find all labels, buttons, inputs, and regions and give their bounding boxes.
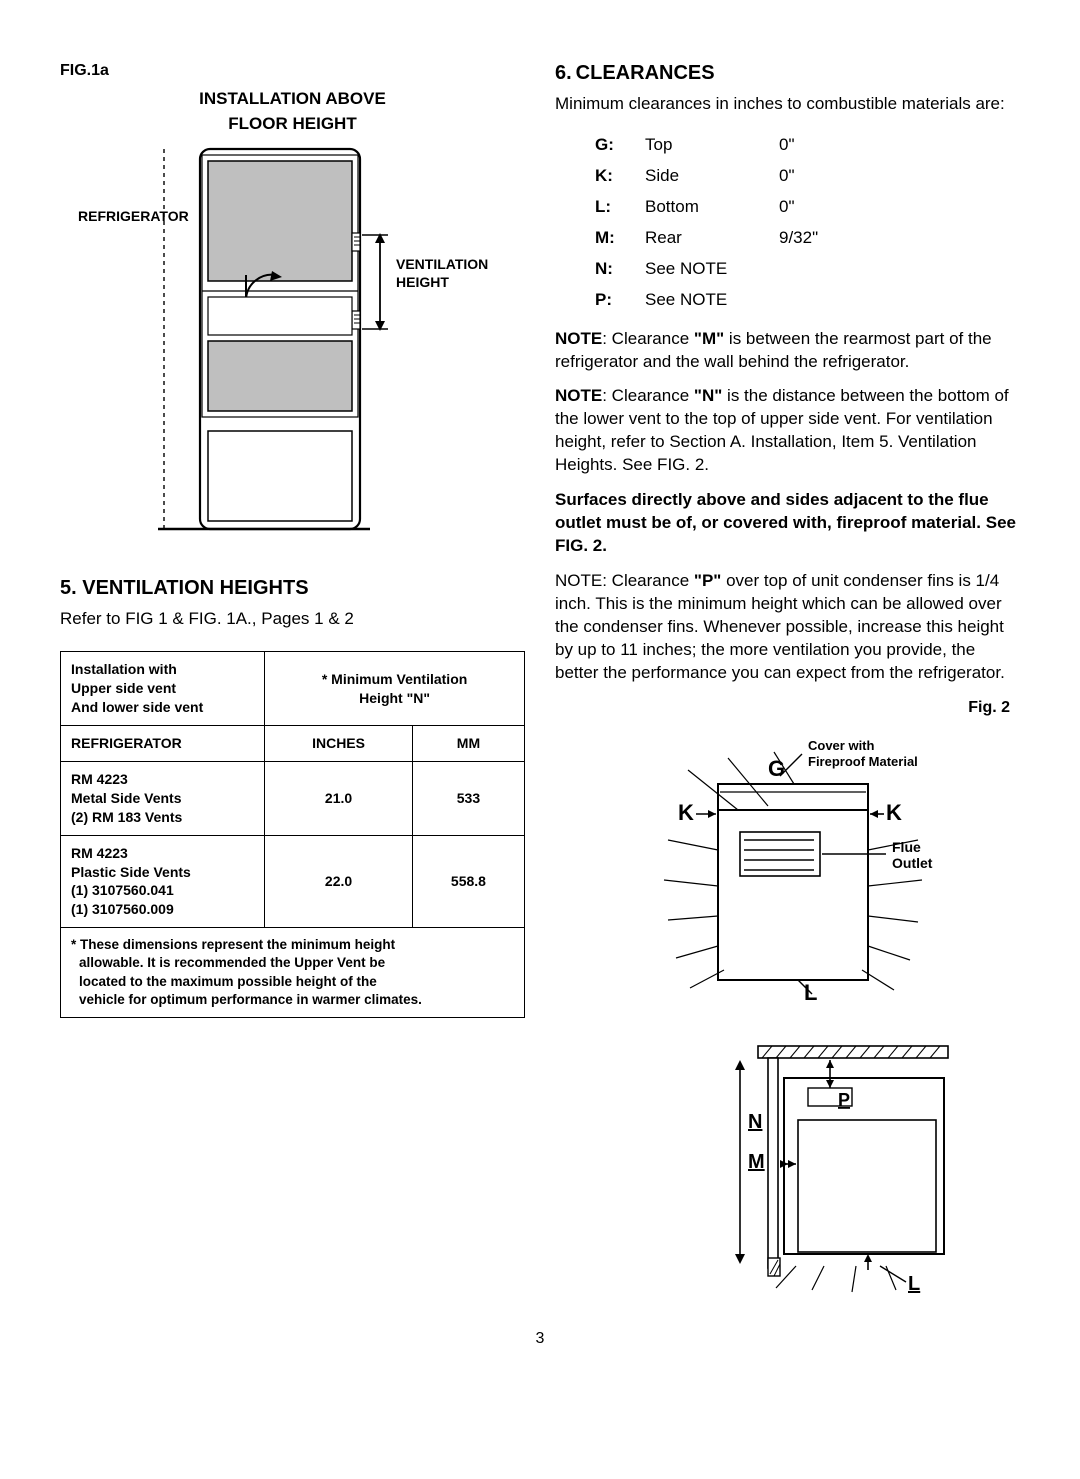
fig3-n: N [748,1111,762,1133]
fig2-k-left: K [678,800,694,825]
fig1a-ventilation-1: VENTILATION [396,256,488,272]
fig3-diagram: P N M [555,1038,1020,1298]
section5-sub: Refer to FIG 1 & FIG. 1A., Pages 1 & 2 [60,608,525,631]
table-footnote: * These dimensions represent the minimum… [61,928,525,1018]
clearances-table: G:Top0" K:Side0" L:Bottom0" M:Rear9/32" … [595,130,1020,316]
fig2-diagram: G Cover with Fireproof Material K K Flue… [555,740,1020,1010]
section6-intro: Minimum clearances in inches to combusti… [555,93,1020,116]
vh-col1: REFRIGERATOR [61,726,265,762]
section6-heading: 6. CLEARANCES [555,60,1020,87]
page-number: 3 [60,1328,1020,1350]
left-column: FIG.1a INSTALLATION ABOVE FLOOR HEIGHT [60,60,525,1298]
note-n: NOTE: Clearance "N" is the distance betw… [555,385,1020,477]
fig1a-svg: REFRIGERATOR VENTILATION HEIGHT [70,141,490,541]
note-p: NOTE: Clearance "P" over top of unit con… [555,570,1020,685]
fig2-label: Fig. 2 [968,697,1010,719]
fig1a-label: FIG.1a [60,60,525,82]
fig2-g: G [768,756,785,781]
ventilation-table: Installation with Upper side vent And lo… [60,651,525,1018]
fig2-cover-1: Cover with [808,740,875,753]
fig1a-ventilation-2: HEIGHT [396,274,449,290]
fig3-m: M [748,1151,765,1173]
vh-header-right: * Minimum Ventilation Height "N" [265,652,525,726]
fig1a-refrigerator-text: REFRIGERATOR [78,208,189,224]
fig2-k-right: K [886,800,902,825]
fig1a-title-1: INSTALLATION ABOVE [70,88,515,111]
fig1a-title-2: FLOOR HEIGHT [70,113,515,136]
section5-heading: 5. VENTILATION HEIGHTS [60,575,525,602]
fig3-l: L [908,1273,920,1295]
fig2-flue-2: Outlet [892,855,933,871]
fig2-flue-1: Flue [892,839,921,855]
table-row: RM 4223 Plastic Side Vents (1) 3107560.0… [61,835,525,928]
vh-col3: MM [412,726,524,762]
table-row: RM 4223 Metal Side Vents (2) RM 183 Vent… [61,761,525,835]
vh-header-left: Installation with Upper side vent And lo… [61,652,265,726]
fig1a-diagram: INSTALLATION ABOVE FLOOR HEIGHT [70,88,515,542]
note-m: NOTE: Clearance "M" is between the rearm… [555,328,1020,374]
right-column: 6. CLEARANCES Minimum clearances in inch… [555,60,1020,1298]
fig3-p: P [838,1090,850,1110]
fig2-cover-2: Fireproof Material [808,754,918,769]
surfaces-note: Surfaces directly above and sides adjace… [555,489,1020,558]
vh-col2: INCHES [265,726,413,762]
